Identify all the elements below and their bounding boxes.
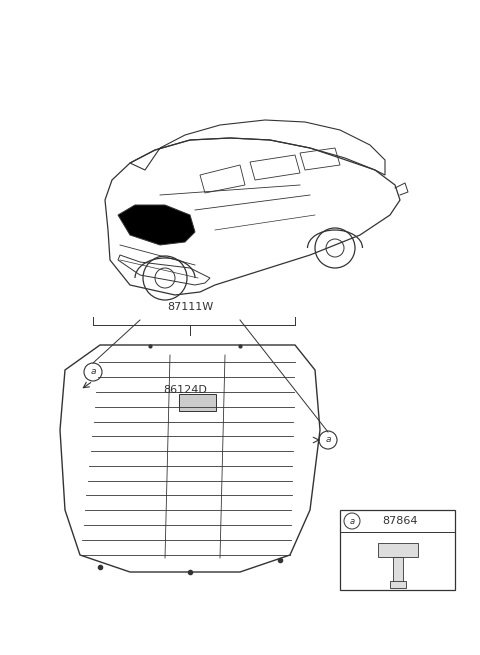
Text: 87111W: 87111W (167, 302, 213, 312)
Text: a: a (325, 436, 331, 445)
FancyBboxPatch shape (179, 394, 216, 411)
Text: 87864: 87864 (382, 516, 418, 526)
Text: 86124D: 86124D (163, 385, 207, 395)
Text: a: a (90, 367, 96, 377)
FancyBboxPatch shape (378, 543, 418, 557)
Text: a: a (349, 517, 355, 525)
FancyBboxPatch shape (390, 581, 406, 588)
Bar (393, 557, 403, 582)
Polygon shape (118, 205, 195, 245)
